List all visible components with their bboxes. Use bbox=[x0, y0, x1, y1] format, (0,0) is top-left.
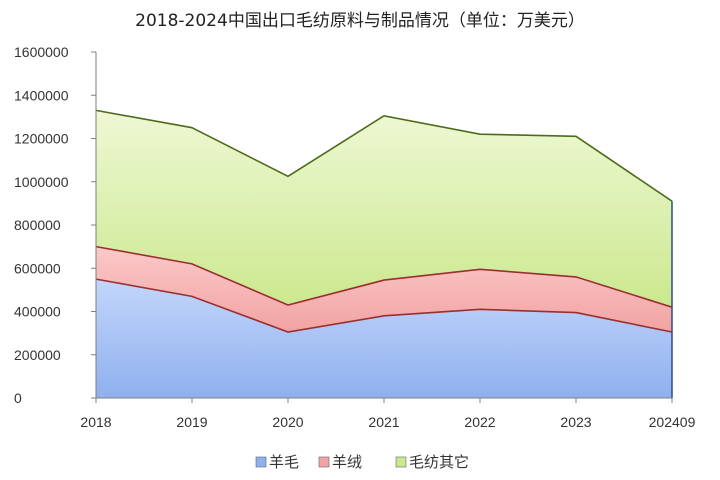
series-line-0 bbox=[95, 278, 673, 333]
legend-swatch-0 bbox=[255, 456, 267, 468]
series-line-2 bbox=[95, 109, 673, 202]
x-tick-label: 202409 bbox=[649, 414, 696, 430]
y-tick-label: 0 bbox=[14, 390, 22, 406]
y-tick-label: 1000000 bbox=[14, 174, 69, 190]
y-tick-label: 400000 bbox=[14, 304, 61, 320]
legend-label-0: 羊毛 bbox=[269, 453, 299, 471]
x-tick-label: 2022 bbox=[464, 414, 495, 430]
legend-label-1: 羊绒 bbox=[332, 453, 362, 471]
legend: 羊毛 羊绒 毛纺其它 bbox=[255, 453, 469, 471]
x-tick-label: 2019 bbox=[176, 414, 207, 430]
axes: 0 200000 400000 600000 800000 1000000 1200000 1… bbox=[14, 44, 696, 430]
legend-swatch-2 bbox=[395, 456, 407, 468]
series-line-1 bbox=[95, 245, 673, 308]
y-tick-label: 1400000 bbox=[14, 87, 69, 103]
legend-label-2: 毛纺其它 bbox=[409, 453, 469, 471]
x-tick-label: 2023 bbox=[560, 414, 591, 430]
y-tick-label: 600000 bbox=[14, 260, 61, 276]
x-tick-label: 2018 bbox=[80, 414, 111, 430]
x-tick-label: 2021 bbox=[368, 414, 399, 430]
plot-areas bbox=[95, 109, 673, 398]
chart-title: 2018-2024中国出口毛纺原料与制品情况（单位：万美元） bbox=[135, 11, 585, 31]
legend-swatch-1 bbox=[318, 456, 330, 468]
y-tick-label: 1200000 bbox=[14, 131, 69, 147]
y-tick-label: 1600000 bbox=[14, 44, 69, 60]
x-tick-label: 2020 bbox=[272, 414, 303, 430]
area-2 bbox=[96, 110, 672, 308]
y-tick-label: 200000 bbox=[14, 347, 61, 363]
y-tick-label: 800000 bbox=[14, 217, 61, 233]
area-0 bbox=[96, 279, 672, 398]
